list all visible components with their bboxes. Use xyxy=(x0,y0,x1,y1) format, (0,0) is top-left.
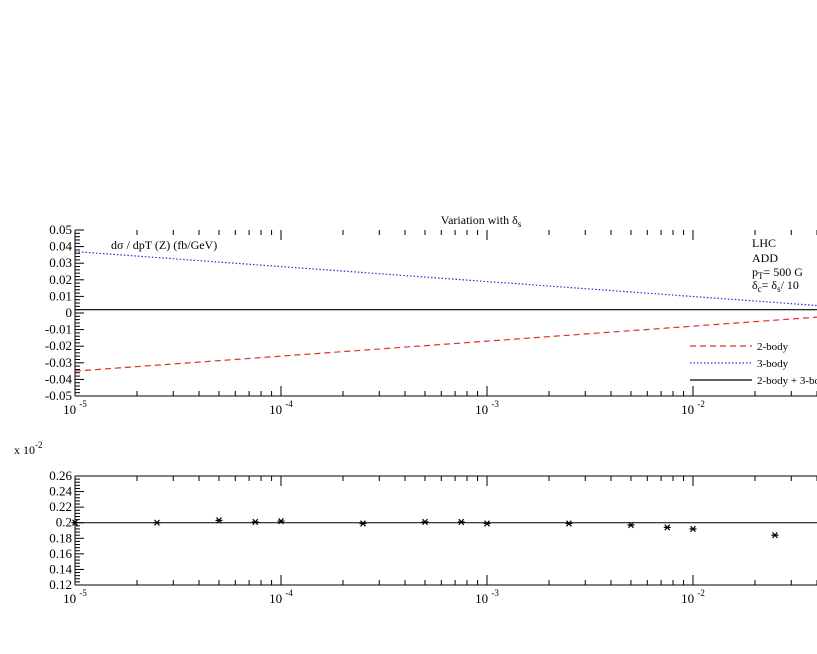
y-tick-label: -0.03 xyxy=(45,355,72,370)
y-tick-label: -0.04 xyxy=(45,371,73,386)
marker-stroke xyxy=(72,519,78,526)
x-tick-label: 10 -4 xyxy=(269,588,293,606)
data-point xyxy=(251,518,259,526)
series-line-2 xyxy=(74,251,817,307)
data-point xyxy=(627,521,635,529)
y-tick-label: 0.22 xyxy=(49,499,72,514)
y-tick-label: 0.24 xyxy=(49,484,72,499)
legend-label: 2-body + 3-body xyxy=(757,375,817,387)
annotation-pt-cut: pT= 500 G xyxy=(752,265,803,281)
y-tick-label: 0.2 xyxy=(56,515,72,530)
marker-stroke xyxy=(422,518,428,526)
y-tick-label: 0.03 xyxy=(49,255,72,270)
data-point xyxy=(215,517,223,524)
top-panel: Variation with δs dσ / dpT (Z) (fb/GeV) … xyxy=(45,213,817,417)
marker-stroke xyxy=(690,525,696,533)
multiplier-label: x 10-2 xyxy=(14,440,43,457)
x-tick-label: 10 -2 xyxy=(681,399,705,417)
y-axis-label: dσ / dpT (Z) (fb/GeV) xyxy=(111,238,217,252)
marker-stroke xyxy=(216,517,222,524)
y-tick-label: 0.12 xyxy=(49,577,72,592)
y-tick-label: 0 xyxy=(66,305,73,320)
series-line-1 xyxy=(74,316,817,372)
x-tick-label: 10 -5 xyxy=(63,588,87,606)
data-point xyxy=(71,519,79,526)
data-point xyxy=(153,519,161,526)
y-tick-label: 0.18 xyxy=(49,530,72,545)
x-tick-label: 10 -4 xyxy=(269,399,293,417)
data-point xyxy=(457,518,465,526)
marker-stroke xyxy=(772,531,778,539)
marker-stroke xyxy=(566,520,572,527)
legend-label: 2-body xyxy=(757,341,789,353)
legend: 2-body 3-body 2-body + 3-body xyxy=(690,341,817,387)
x-tick-label: 10 -3 xyxy=(475,399,499,417)
bottom-panel: x 10-2 0.260.240.220.20.180.160.140.1210… xyxy=(14,440,817,606)
data-point xyxy=(565,520,573,527)
marker-stroke xyxy=(360,520,366,527)
data-point xyxy=(421,518,429,526)
legend-label: 3-body xyxy=(757,358,789,370)
marker-stroke xyxy=(484,520,490,527)
data-point xyxy=(277,517,285,525)
y-tick-label: 0.02 xyxy=(49,272,72,287)
x-tick-label: 10 -3 xyxy=(475,588,499,606)
y-tick-label: 0.16 xyxy=(49,546,72,561)
marker-stroke xyxy=(664,524,671,531)
data-point xyxy=(359,520,367,527)
annotation-collider: LHC xyxy=(752,236,776,250)
marker-stroke xyxy=(278,517,284,525)
annotation-delta-relation: δc= δs/ 10 xyxy=(752,278,799,294)
y-tick-label: -0.02 xyxy=(45,338,72,353)
x-tick-label: 10 -2 xyxy=(681,588,705,606)
chart-title: Variation with δs xyxy=(441,213,522,229)
y-tick-label: 0.05 xyxy=(49,222,72,237)
y-tick-label: -0.01 xyxy=(45,322,72,337)
marker-stroke xyxy=(252,518,259,526)
annotation-model: ADD xyxy=(752,251,778,265)
x-tick-label: 10 -5 xyxy=(63,399,87,417)
y-tick-label: -0.05 xyxy=(45,388,72,403)
marker-stroke xyxy=(458,518,465,526)
y-tick-label: 0.04 xyxy=(49,239,72,254)
data-point xyxy=(483,520,491,527)
data-point xyxy=(663,524,671,531)
data-point xyxy=(689,525,697,533)
y-tick-label: 0.14 xyxy=(49,561,72,576)
marker-stroke xyxy=(628,521,634,529)
data-point xyxy=(771,531,779,539)
y-tick-label: 0.26 xyxy=(49,468,72,483)
y-tick-label: 0.01 xyxy=(49,288,72,303)
marker-stroke xyxy=(154,519,160,526)
